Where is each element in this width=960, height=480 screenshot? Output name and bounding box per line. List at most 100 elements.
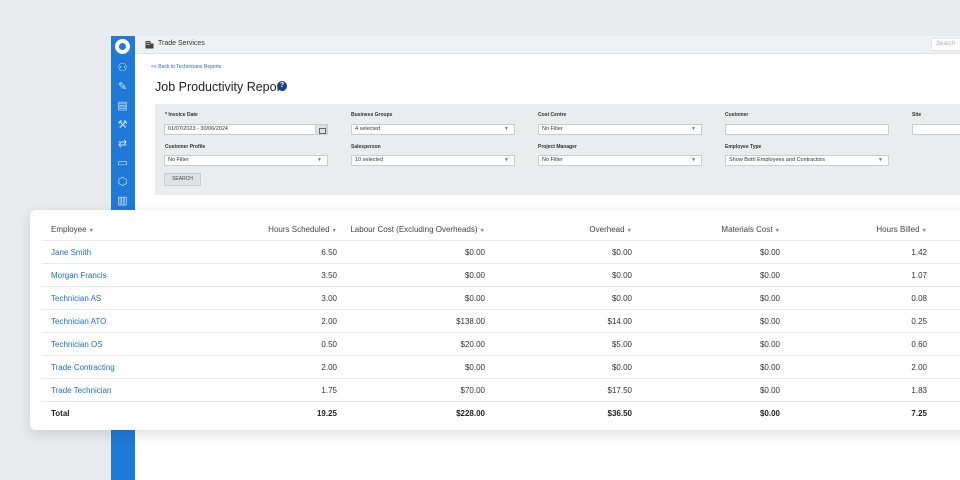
calendar-button-icon[interactable] [315,124,327,135]
cell-overhead: $0.00 [611,363,632,372]
row-divider [42,332,960,333]
salesperson-select[interactable]: 10 selected ▼ [351,155,515,166]
customer-profile-value: No Filter [168,157,189,163]
cost-centre-label: Cost Centre [538,112,567,118]
cell-materials-cost: $0.00 [759,248,780,257]
invoice-date-field[interactable]: 01/07/2023 - 30/06/2024 [164,124,328,135]
chevron-down-icon: ▼ [878,157,883,163]
project-manager-label: Project Manager [538,144,577,150]
chevron-down-icon: ▼ [691,126,696,132]
business-groups-select[interactable]: 4 selected ▼ [351,124,515,135]
back-link[interactable]: << Back to Technicians Reports [151,64,222,70]
site-input[interactable] [912,124,960,135]
cell-hours-scheduled: 2.00 [321,363,337,372]
cell-overhead: $0.00 [611,248,632,257]
cell-materials-cost: $0.00 [759,271,780,280]
column-header-hours-scheduled[interactable]: Hours Scheduled ▼ [268,225,337,234]
total-materials-cost: $0.00 [759,409,780,418]
column-header-hours-billed[interactable]: Hours Billed ▼ [876,225,927,234]
cell-hours-scheduled: 3.00 [321,294,337,303]
cell-overhead: $5.00 [611,340,632,349]
sort-down-icon[interactable]: ▼ [921,228,927,234]
page-title: Job Productivity Report [155,80,285,94]
cell-labour-cost: $70.00 [460,386,485,395]
document-icon[interactable]: ▤ [117,100,128,112]
cell-hours-billed: 0.25 [911,317,927,326]
app-logo-icon[interactable] [115,39,130,54]
calendar-icon[interactable]: ▭ [117,157,128,169]
company-name[interactable]: Trade Services [158,40,205,47]
cost-centre-value: No Filter [542,126,563,132]
cost-centre-select[interactable]: No Filter ▼ [538,124,702,135]
cell-hours-billed: 0.60 [911,340,927,349]
sort-down-icon[interactable]: ▼ [88,228,95,234]
cell-labour-cost: $0.00 [464,294,485,303]
cell-materials-cost: $0.00 [759,294,780,303]
total-overhead: $36.50 [607,409,632,418]
cell-employee[interactable]: Technician ATO [51,317,107,326]
customer-profile-label: Customer Profile [165,144,206,150]
customer-input[interactable] [725,124,889,135]
column-header-materials-cost[interactable]: Materials Cost ▼ [721,225,780,234]
cell-hours-scheduled: 3.50 [321,271,337,280]
customer-profile-select[interactable]: No Filter ▼ [164,155,328,166]
column-header-label: Hours Billed [876,225,920,234]
sort-down-icon[interactable]: ▼ [774,228,780,234]
receipt-icon[interactable]: ▥ [117,195,128,207]
cell-overhead: $14.00 [607,317,632,326]
chevron-down-icon: ▼ [504,157,509,163]
cell-hours-scheduled: 2.00 [321,317,337,326]
sort-down-icon[interactable]: ▼ [479,228,485,234]
column-header-label: Hours Scheduled [268,225,330,234]
box-icon[interactable]: ⬡ [117,176,128,188]
column-header-label: Materials Cost [721,225,773,234]
employee-type-label: Employee Type [725,144,762,150]
cell-hours-billed: 1.07 [911,271,927,280]
search-button[interactable]: SEARCH [164,173,201,186]
sort-down-icon[interactable]: ▼ [331,228,337,234]
cell-overhead: $0.00 [611,294,632,303]
project-manager-select[interactable]: No Filter ▼ [538,155,702,166]
transfer-icon[interactable]: ⇄ [117,138,128,150]
column-header-label: Employee [51,225,87,234]
cell-hours-scheduled: 0.50 [321,340,337,349]
cell-employee[interactable]: Trade Contracting [51,363,115,372]
row-divider [42,263,960,264]
chevron-down-icon: ▼ [691,157,696,163]
cell-hours-billed: 1.83 [911,386,927,395]
cell-materials-cost: $0.00 [759,317,780,326]
salesperson-label: Salesperson [351,144,381,150]
user-edit-icon[interactable]: ✎ [117,81,128,93]
site-label: Site [912,112,922,118]
cell-employee[interactable]: Trade Technician [51,386,112,395]
tools-icon[interactable]: ⚒ [117,119,128,131]
invoice-date-label: * Invoice Date [165,112,198,118]
row-divider [42,309,960,310]
filter-panel: * Invoice Date Business Groups Cost Cent… [155,104,960,195]
row-divider [42,355,960,356]
chevron-down-icon: ▼ [504,126,509,132]
cell-employee[interactable]: Technician AS [51,294,102,303]
sort-down-icon[interactable]: ▼ [626,228,632,234]
column-header-labour-cost[interactable]: Labour Cost (Excluding Overheads) ▼ [350,225,485,234]
business-groups-value: 4 selected [355,126,381,132]
salesperson-value: 10 selected [355,157,384,163]
cell-employee[interactable]: Morgan Francis [51,271,107,280]
cell-materials-cost: $0.00 [759,363,780,372]
building-icon [145,41,154,49]
total-labour-cost: $228.00 [456,409,485,418]
cell-employee[interactable]: Jane Smith [51,248,92,257]
customer-label: Customer [725,112,749,118]
column-header-overhead[interactable]: Overhead ▼ [589,225,632,234]
column-header-employee[interactable]: Employee ▼ [51,225,94,234]
cell-hours-billed: 1.42 [911,248,927,257]
project-manager-value: No Filter [542,157,563,163]
users-icon[interactable]: ⚇ [117,62,128,74]
help-icon[interactable]: ? [277,81,287,91]
global-search-input[interactable]: Search [931,38,960,51]
cell-hours-scheduled: 6.50 [321,248,337,257]
employee-type-select[interactable]: Show Both Employees and Contractors ▼ [725,155,889,166]
cell-labour-cost: $0.00 [464,248,485,257]
cell-employee[interactable]: Technician OS [51,340,103,349]
chevron-down-icon: ▼ [317,157,322,163]
